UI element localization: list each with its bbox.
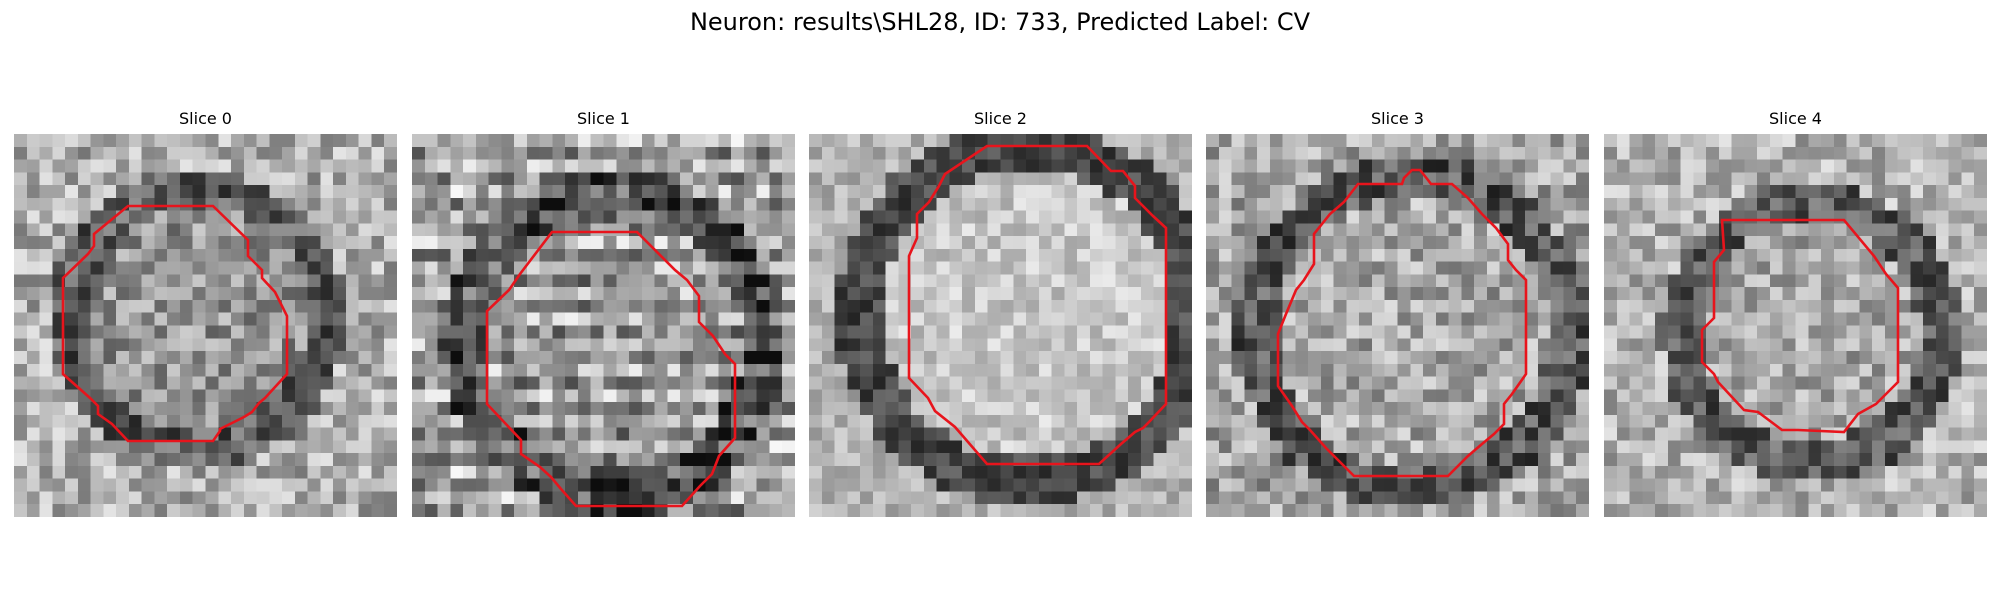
slice-image-4 bbox=[1604, 134, 1987, 517]
slice-image-3 bbox=[1206, 134, 1589, 517]
segmentation-contour-2 bbox=[907, 144, 1168, 466]
contour-overlay-1 bbox=[485, 230, 737, 508]
contour-overlay-4 bbox=[1700, 218, 1900, 434]
slice-title-0: Slice 0 bbox=[179, 109, 232, 128]
grayscale-image-0 bbox=[14, 134, 397, 517]
segmentation-contour-1 bbox=[485, 230, 737, 508]
slice-panel-4: Slice 4 bbox=[1604, 108, 1987, 528]
slice-panel-1: Slice 1 bbox=[412, 108, 795, 528]
grayscale-image-1 bbox=[412, 134, 795, 517]
segmentation-contour-0 bbox=[61, 204, 289, 443]
slice-title-2: Slice 2 bbox=[974, 109, 1027, 128]
slice-title-3: Slice 3 bbox=[1371, 109, 1424, 128]
figure-title: Neuron: results\SHL28, ID: 733, Predicte… bbox=[689, 8, 1311, 36]
contour-overlay-3 bbox=[1276, 168, 1528, 478]
slice-title-4: Slice 4 bbox=[1769, 109, 1822, 128]
contour-overlay-0 bbox=[61, 204, 289, 443]
grayscale-image-4 bbox=[1604, 134, 1987, 517]
slice-panel-2: Slice 2 bbox=[809, 108, 1192, 528]
grayscale-image-2 bbox=[809, 134, 1192, 517]
segmentation-contour-4 bbox=[1700, 218, 1900, 434]
slice-panel-0: Slice 0 bbox=[14, 108, 397, 528]
slice-image-0 bbox=[14, 134, 397, 517]
contour-overlay-2 bbox=[907, 144, 1168, 466]
slice-image-1 bbox=[412, 134, 795, 517]
slice-panel-3: Slice 3 bbox=[1206, 108, 1589, 528]
slice-image-2 bbox=[809, 134, 1192, 517]
segmentation-contour-3 bbox=[1276, 168, 1528, 478]
slice-title-1: Slice 1 bbox=[577, 109, 630, 128]
